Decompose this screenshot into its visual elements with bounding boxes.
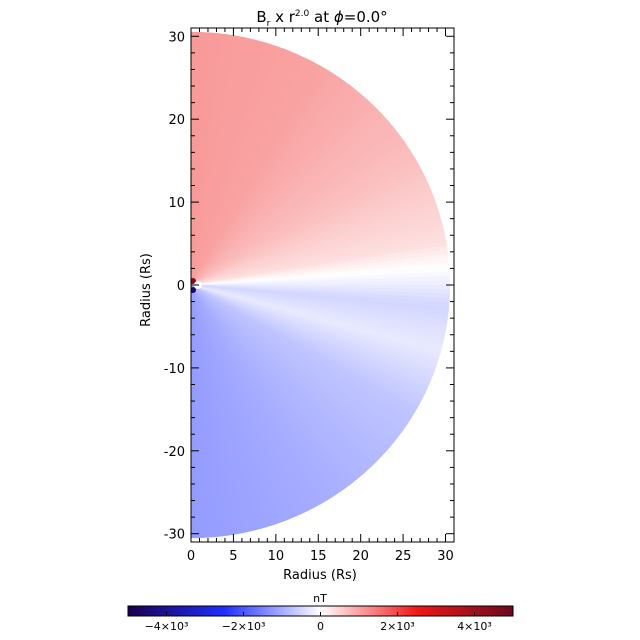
colorbar-tick-label: 4×10³ bbox=[457, 620, 492, 633]
y-tick-label: -30 bbox=[164, 528, 185, 543]
y-tick-label: -10 bbox=[164, 362, 185, 377]
x-tick-label: 5 bbox=[229, 549, 237, 564]
y-axis-label: Radius (Rs) bbox=[139, 253, 154, 327]
plot-axes: 0 5 10 15 20 25 30 30 20 10 0 -10 -20 -30 bbox=[164, 27, 455, 564]
source-positive-patch bbox=[191, 278, 196, 284]
x-tick-label: 20 bbox=[352, 549, 369, 564]
colorbar-ticks: −4×10³ −2×10³ 0 2×10³ 4×10³ bbox=[145, 612, 492, 633]
y-tick-label: 20 bbox=[168, 113, 185, 128]
chart-title: Br x r2.0 at ϕ=0.0° bbox=[256, 8, 387, 29]
x-tick-label: 25 bbox=[395, 549, 412, 564]
source-negative-patch bbox=[191, 287, 196, 293]
x-tick-label: 10 bbox=[268, 549, 285, 564]
field-heatmap bbox=[191, 31, 451, 539]
y-tick-label: 10 bbox=[168, 196, 185, 211]
x-tick-label: 30 bbox=[437, 549, 454, 564]
colorbar-label: nT bbox=[313, 592, 327, 605]
y-tick-label: -20 bbox=[164, 445, 185, 460]
x-tick-label: 15 bbox=[310, 549, 327, 564]
x-axis-label: Radius (Rs) bbox=[283, 568, 357, 583]
colorbar-tick-label: 0 bbox=[317, 620, 324, 633]
x-tick-label: 0 bbox=[187, 549, 195, 564]
colorbar-tick-label: −4×10³ bbox=[145, 620, 189, 633]
y-tick-label: 0 bbox=[177, 279, 185, 294]
y-tick-label: 30 bbox=[168, 30, 185, 45]
colorbar-tick-label: 2×10³ bbox=[380, 620, 415, 633]
colorbar-tick-label: −2×10³ bbox=[222, 620, 266, 633]
